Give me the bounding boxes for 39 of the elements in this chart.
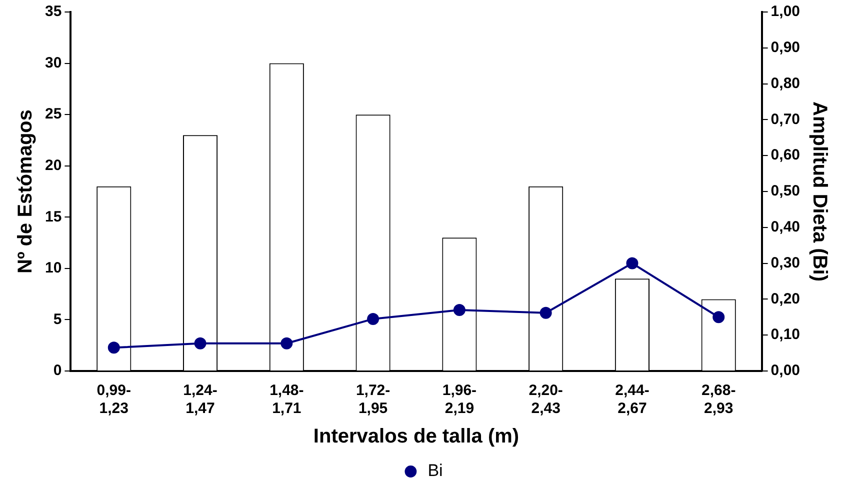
y-tick-label: 30 [44,54,62,72]
y2-tick-label: 0,50 [770,182,800,200]
point [712,311,725,324]
y2-tick-label: 0,80 [770,74,800,92]
y2-tick-label: 1,00 [770,3,800,20]
point [453,304,466,316]
y-tick-label: 15 [44,208,62,226]
legend-label: Bi [428,461,443,480]
y2-tick-label: 0,00 [770,362,800,380]
y2-tick-label: 0,70 [770,110,800,128]
y-axis-title: Nº de Estómagos [14,109,37,274]
y2-tick-label: 0,90 [770,39,800,56]
x-tick-label: 0,99-1,23 [96,382,131,418]
point [626,257,638,270]
y2-tick-label: 0,40 [770,218,800,236]
x-tick-label: 2,68-2,93 [702,382,736,418]
x-tick-label: 1,24-1,47 [183,382,218,418]
x-tick-label: 2,20-2,43 [528,382,563,418]
x-axis-title: Intervalos de talla (m) [313,426,520,448]
y2-tick-label: 0,60 [770,146,800,164]
point [108,342,120,354]
point [367,312,380,325]
y2-tick-label: 0,30 [770,254,800,272]
y2-axis-title: Amplitud Dieta (Bi) [808,102,830,282]
y-tick-label: 0 [53,362,62,380]
point [540,306,552,319]
x-tick-label: 2,44-2,67 [615,382,650,418]
x-tick-label: 1,48-1,71 [270,382,304,418]
y-tick-label: 25 [44,106,62,123]
point [194,337,206,350]
y2-tick-label: 0,10 [770,326,800,344]
y-tick-label: 35 [44,3,62,20]
y2-tick-label: 0,20 [770,290,800,308]
y-tick-label: 5 [53,310,62,328]
y-tick-label: 20 [44,157,62,174]
x-tick-label: 1,72-1,95 [356,382,390,418]
x-tick-label: 1,96-2,19 [442,382,477,418]
point [280,337,293,350]
y-tick-label: 10 [44,260,62,277]
